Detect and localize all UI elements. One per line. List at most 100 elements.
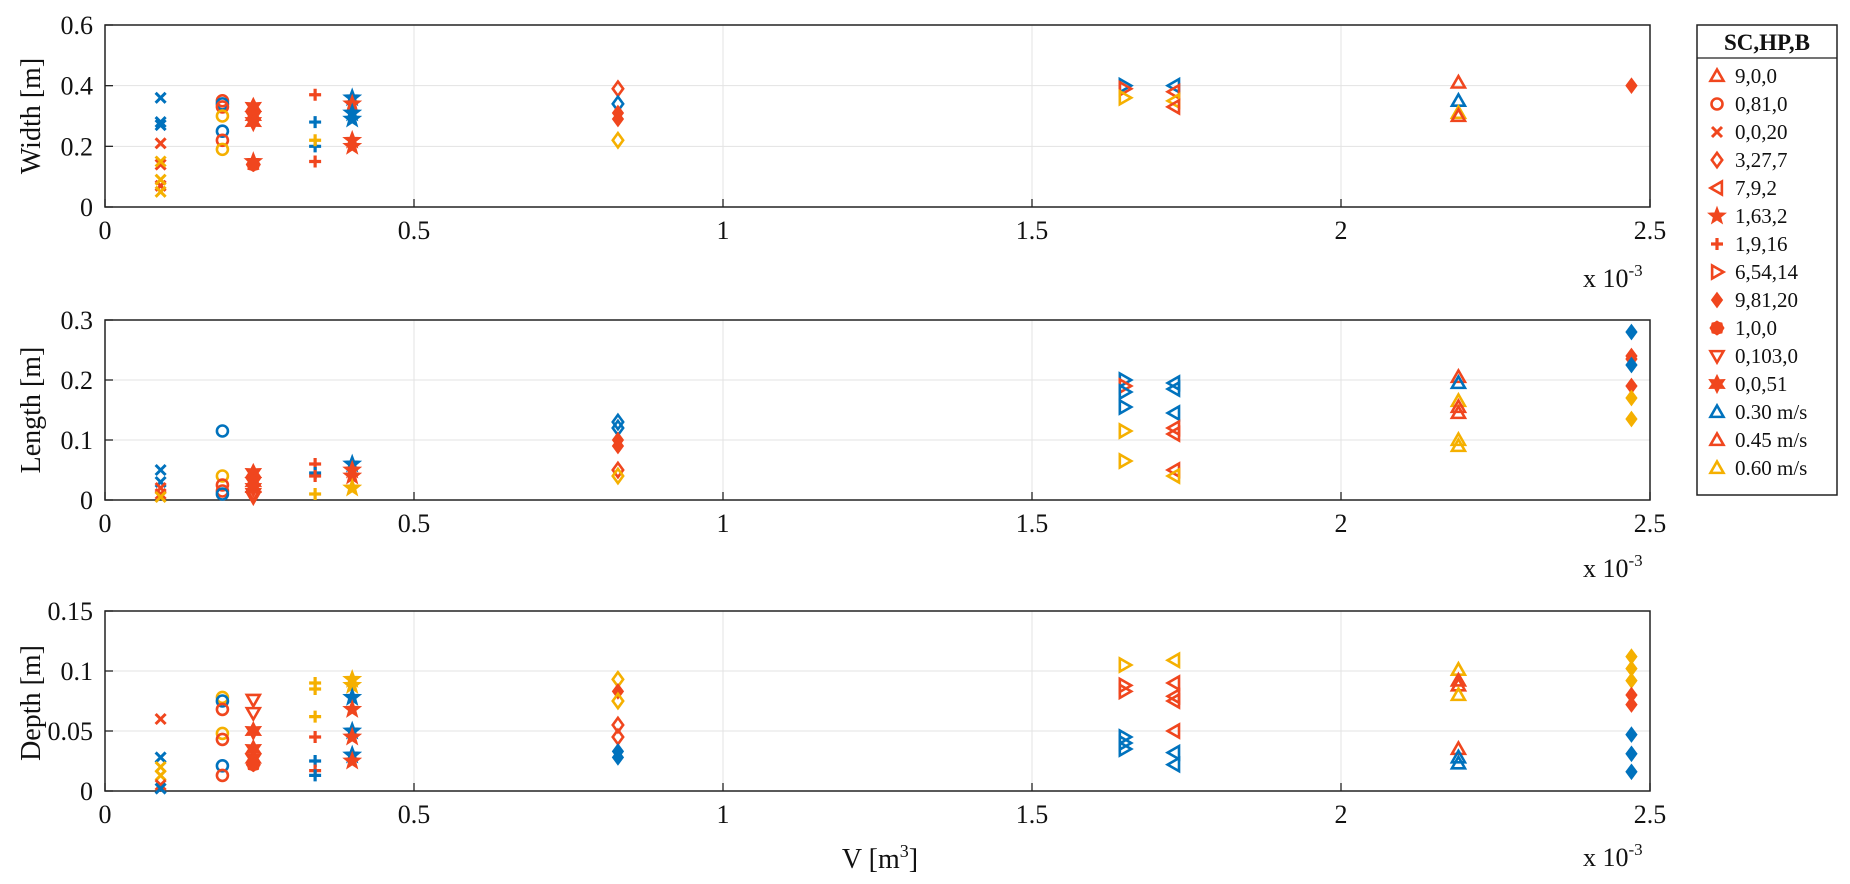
- y-tick-label: 0.15: [48, 597, 94, 626]
- legend-entry: 9,81,20: [1710, 288, 1798, 312]
- yticks-length: 0 0.1 0.2 0.3: [61, 306, 113, 515]
- data-point: [611, 130, 625, 150]
- data-point: [611, 110, 625, 128]
- legend-marker: [1710, 97, 1724, 111]
- data-point: [309, 683, 322, 695]
- data-point: [1449, 430, 1468, 447]
- data-point: [1449, 754, 1468, 770]
- legend-marker: [1710, 263, 1727, 281]
- data-point: [215, 469, 230, 483]
- xlabel-main: V [m: [842, 844, 900, 875]
- x-scale-base: x 10: [1583, 843, 1629, 872]
- legend-label: 0,0,51: [1735, 372, 1788, 396]
- data-point: [309, 731, 322, 743]
- data-point: [215, 109, 230, 123]
- legend-label: 6,54,14: [1735, 260, 1799, 284]
- x-scale-exponent: -3: [1629, 261, 1643, 280]
- data-point: [215, 726, 230, 741]
- x-tick-label: 0: [99, 216, 112, 245]
- data-point: [154, 155, 167, 168]
- data-point: [154, 778, 167, 792]
- marks-width: [154, 73, 1638, 198]
- data-point: [154, 173, 167, 186]
- ylabel-width: Width [m]: [16, 58, 47, 174]
- data-point: [154, 137, 167, 150]
- legend-marker: [1708, 458, 1726, 475]
- legend-entry: 0.30 m/s: [1708, 400, 1807, 424]
- legend-title: SC,HP,B: [1724, 30, 1810, 55]
- y-tick-label: 0: [80, 777, 93, 806]
- data-point: [1449, 671, 1468, 687]
- data-point: [1118, 79, 1134, 98]
- x-scale-depth: x 10-3: [1583, 840, 1643, 872]
- data-point: [154, 119, 167, 132]
- x-tick-label: 2: [1335, 509, 1348, 538]
- x-scale-length: x 10-3: [1583, 551, 1643, 583]
- data-point: [309, 470, 322, 482]
- data-point: [215, 100, 230, 114]
- legend-entry: 3,27,7: [1710, 148, 1788, 172]
- data-point: [1625, 323, 1638, 341]
- legend-marker: [1707, 205, 1727, 225]
- y-tick-label: 0.1: [61, 426, 94, 455]
- legend-entry: 0.45 m/s: [1708, 428, 1807, 452]
- data-point: [215, 732, 230, 747]
- x-tick-label: 1.5: [1016, 509, 1049, 538]
- yticks-depth: 0 0.05 0.1 0.15: [48, 597, 113, 806]
- x-tick-label: 2: [1335, 216, 1348, 245]
- data-point: [244, 490, 263, 507]
- x-tick-label: 0.5: [398, 800, 431, 829]
- data-point: [1118, 740, 1134, 758]
- legend-label: 0.60 m/s: [1735, 456, 1807, 480]
- data-point: [611, 412, 625, 432]
- legend-entry: 0.60 m/s: [1708, 456, 1807, 480]
- y-tick-label: 0: [80, 486, 93, 515]
- legend-entry: 1,9,16: [1711, 232, 1788, 256]
- legend-label: 1,9,16: [1735, 232, 1788, 256]
- legend-entry: 0,0,51: [1708, 372, 1788, 396]
- x-tick-label: 1: [717, 509, 730, 538]
- x-tick-label: 2.5: [1634, 800, 1667, 829]
- xlabel-superscript: 3: [900, 841, 909, 861]
- data-point: [1625, 410, 1638, 428]
- data-point: [154, 185, 167, 198]
- data-point: [1165, 82, 1181, 101]
- data-point: [1165, 674, 1181, 692]
- data-point: [215, 487, 230, 501]
- x-tick-label: 0: [99, 509, 112, 538]
- legend-entry: 1,0,0: [1709, 316, 1777, 340]
- data-point: [154, 769, 167, 782]
- xticks-depth: 0 0.5 1 1.5 2 2.5: [99, 783, 1667, 829]
- data-point: [154, 116, 167, 129]
- data-point: [1625, 389, 1638, 407]
- data-point: [244, 487, 263, 504]
- data-point: [215, 694, 230, 708]
- x-tick-label: 2.5: [1634, 509, 1667, 538]
- legend-marker: [1710, 291, 1724, 309]
- data-point: [154, 91, 167, 104]
- y-tick-label: 0: [80, 193, 93, 222]
- x-tick-label: 2.5: [1634, 216, 1667, 245]
- legend: SC,HP,B 9,0,0 0,81,0 0,0,20 3,27,7 7,9,2 1,63…: [1696, 24, 1838, 496]
- ylabel-length: Length [m]: [16, 347, 47, 474]
- data-point: [342, 726, 363, 746]
- data-point: [309, 710, 322, 723]
- axes-box-length: [104, 319, 1651, 501]
- data-point: [309, 488, 322, 500]
- data-point: [1625, 77, 1638, 94]
- x-tick-label: 0: [99, 800, 112, 829]
- legend-entry: 0,103,0: [1708, 344, 1798, 368]
- legend-label: 0.45 m/s: [1735, 428, 1807, 452]
- data-point: [309, 88, 322, 101]
- data-point: [154, 487, 167, 501]
- data-point: [611, 715, 625, 735]
- data-point: [611, 437, 625, 455]
- data-point: [1449, 436, 1468, 453]
- axes-box-depth: [104, 610, 1651, 792]
- data-point: [342, 750, 363, 770]
- data-point: [1118, 682, 1134, 701]
- legend-marker: [1711, 238, 1723, 250]
- legend-label: 1,63,2: [1735, 204, 1788, 228]
- data-point: [1625, 696, 1638, 713]
- data-point: [154, 712, 167, 726]
